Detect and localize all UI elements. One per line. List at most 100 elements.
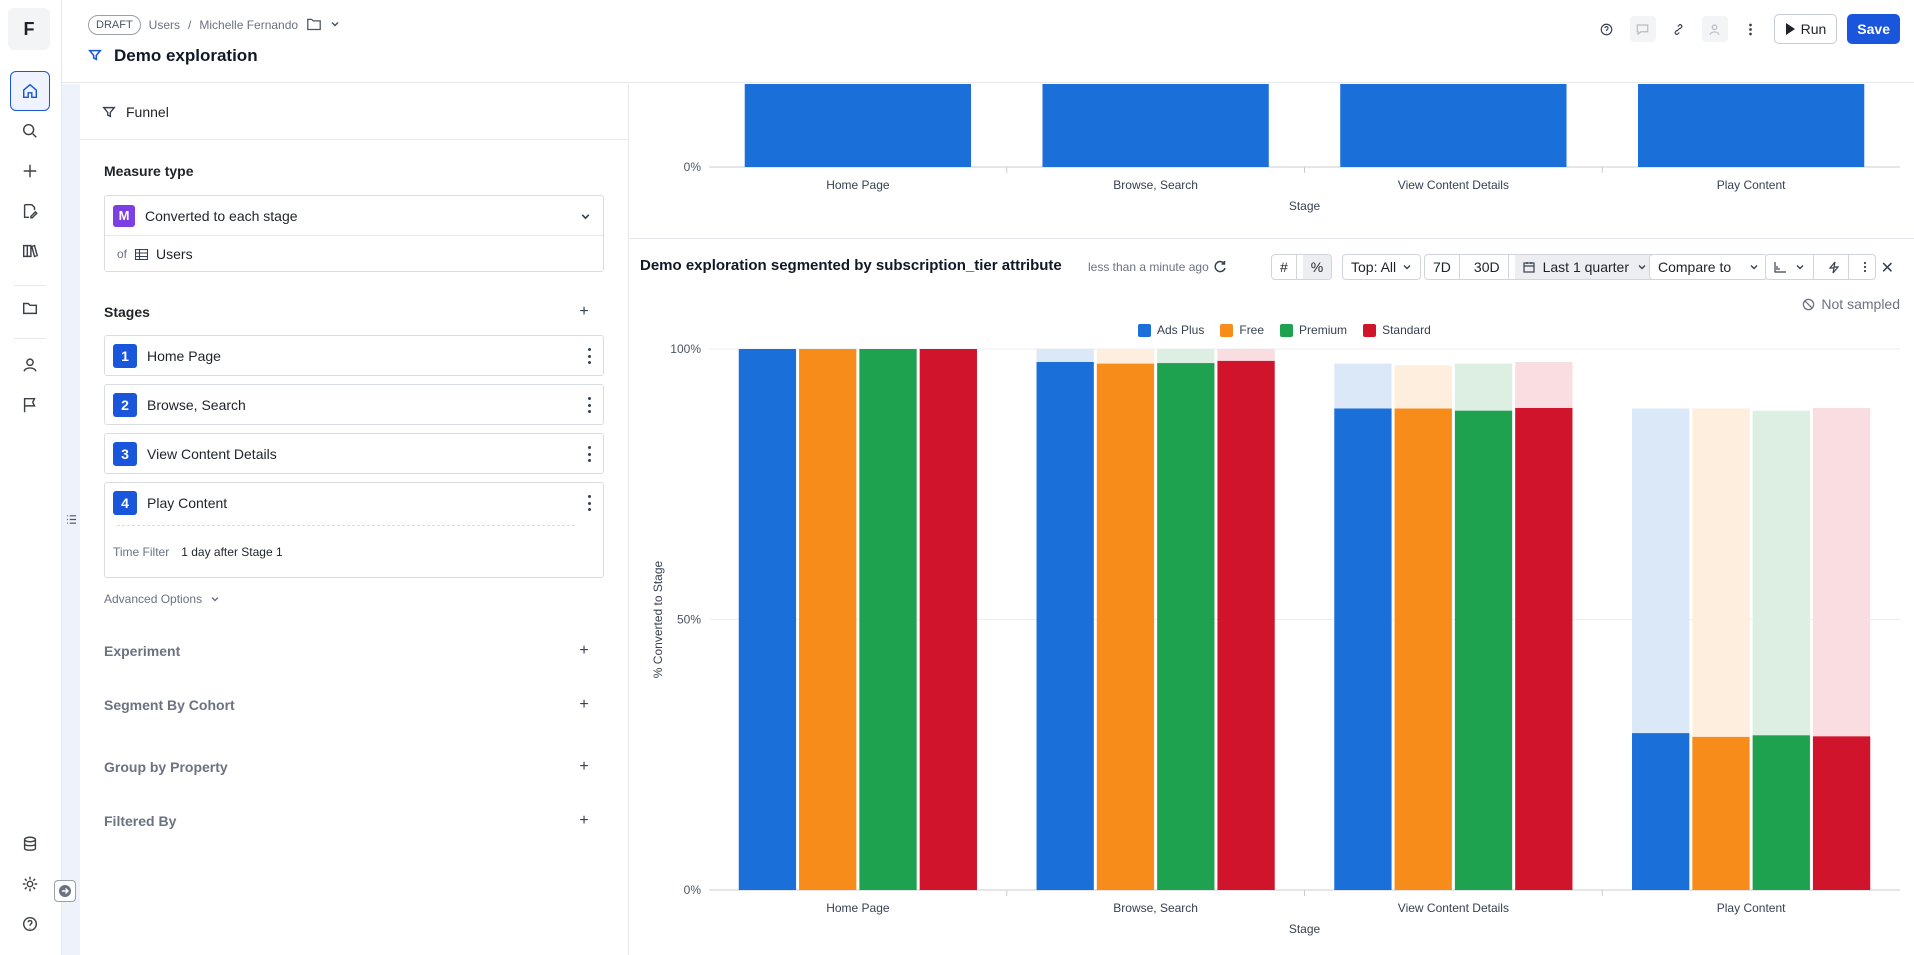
legend-item[interactable]: Premium [1280,323,1347,337]
bar [1812,736,1871,890]
measure-type-box: M Converted to each stage of Users [104,195,604,272]
bar [1637,84,1865,167]
add-filter-button[interactable]: + [579,812,589,829]
y-axis-title: % Converted to Stage [651,560,665,678]
stage-row[interactable]: 4 Play Content Time Filter 1 day after S… [104,482,604,578]
list-toggle-icon[interactable] [66,513,77,528]
chevron-down-icon [1638,265,1646,270]
number-percent-toggle[interactable]: # % [1271,254,1333,280]
stage-row[interactable]: 2 Browse, Search [104,384,604,425]
legend-item[interactable]: Free [1220,323,1264,337]
x-tick-label: Home Page [826,901,890,915]
measure-badge: M [113,204,135,227]
search-icon[interactable] [10,111,50,151]
x-tick-label: Play Content [1717,901,1786,915]
dropoff-bar [1096,349,1155,364]
database-icon[interactable] [10,824,50,864]
gear-icon[interactable] [10,864,50,904]
funnel-label: Funnel [126,103,169,120]
dropoff-bar [1157,349,1215,364]
chevron-down-icon [1750,265,1758,270]
stage-row[interactable]: 1 Home Page [104,335,604,376]
plus-icon[interactable] [10,151,50,191]
not-sampled-icon [1803,298,1815,310]
home-icon[interactable] [10,71,50,111]
x-tick-label: View Content Details [1398,901,1509,915]
help-icon[interactable] [10,904,50,944]
add-experiment-button[interactable]: + [579,642,589,659]
stage-menu-icon[interactable] [587,495,591,511]
x-tick-label: Browse, Search [1113,178,1198,192]
top-select[interactable]: Top: All [1342,254,1422,280]
chart-legend: Ads Plus Free Premium Standard [1138,323,1431,337]
stage-row[interactable]: 3 View Content Details [104,433,604,474]
add-segment-button[interactable]: + [579,696,589,713]
stage-menu-icon[interactable] [587,446,591,462]
x-axis-title: Stage [1289,922,1321,936]
app-logo[interactable]: F [8,8,50,50]
stage-label: Home Page [147,348,221,364]
link-icon[interactable] [1666,16,1692,42]
bar [1340,84,1567,167]
chevron-down-icon[interactable] [330,18,340,32]
y-tick-label: 0% [684,160,702,174]
compare-label: Compare to [1658,259,1732,275]
left-rail: F [0,0,62,955]
folder-icon[interactable] [10,288,50,328]
breadcrumb-users[interactable]: Users [148,18,181,32]
help-icon[interactable] [1594,16,1620,42]
range-30d-button[interactable]: 30D [1466,255,1509,279]
legend-item[interactable]: Standard [1363,323,1431,337]
compare-to-select[interactable]: Compare to [1649,254,1769,280]
dropoff-bar [1334,363,1392,409]
measure-type-select[interactable]: M Converted to each stage [105,196,603,236]
stage-menu-icon[interactable] [587,348,591,364]
folder-icon[interactable] [306,17,322,34]
stage-number: 4 [113,491,137,515]
bar [1454,410,1513,890]
share-users-icon[interactable] [1701,16,1728,42]
save-button[interactable]: Save [1847,14,1900,44]
edit-icon[interactable] [10,191,50,231]
not-sampled-label: Not sampled [1821,296,1900,312]
comment-icon[interactable] [1629,16,1656,42]
number-mode-button[interactable]: # [1272,255,1297,279]
chart-title[interactable]: Demo exploration segmented by subscripti… [640,257,1062,274]
run-button[interactable]: Run [1773,14,1838,44]
refresh-icon[interactable] [1212,259,1228,278]
advanced-options-toggle[interactable]: Advanced Options [104,592,220,606]
page-title[interactable]: Demo exploration [114,46,258,65]
add-stage-button[interactable]: + [579,303,589,320]
range-quarter-button[interactable]: Last 1 quarter [1514,255,1655,279]
legend-item[interactable]: Ads Plus [1138,323,1204,337]
books-icon[interactable] [10,231,50,271]
y-tick-label: 100% [670,342,701,356]
chevron-down-icon [1403,265,1411,270]
time-filter[interactable]: Time Filter 1 day after Stage 1 [113,545,283,559]
draft-badge: DRAFT [88,15,141,35]
chart-type-button[interactable] [1766,255,1814,279]
stage-menu-icon[interactable] [587,397,591,413]
measure-of-row[interactable]: of Users [105,236,603,272]
funnel-type-selector[interactable]: Funnel [80,84,629,140]
close-icon[interactable]: ✕ [1880,260,1894,277]
collapse-panel-button[interactable] [54,880,76,902]
chart-more-button[interactable] [1855,255,1875,279]
more-icon[interactable] [1738,16,1764,42]
x-tick-label: Home Page [826,178,890,192]
measure-type-value: Converted to each stage [145,207,298,224]
group-by-property-label: Group by Property [104,759,228,775]
title-row: Demo exploration [88,46,258,66]
percent-mode-button[interactable]: % [1302,255,1332,279]
user-icon[interactable] [10,345,50,385]
range-7d-button[interactable]: 7D [1425,255,1460,279]
insights-button[interactable] [1820,255,1849,279]
bar [1036,361,1094,890]
flag-icon[interactable] [10,385,50,425]
header-actions: Run Save [1594,14,1900,44]
add-group-by-button[interactable]: + [579,758,589,775]
chart-type-icon [1774,261,1786,273]
bar [1334,408,1392,890]
chevron-down-icon [211,597,219,602]
breadcrumb-user[interactable]: Michelle Fernando [199,18,299,32]
